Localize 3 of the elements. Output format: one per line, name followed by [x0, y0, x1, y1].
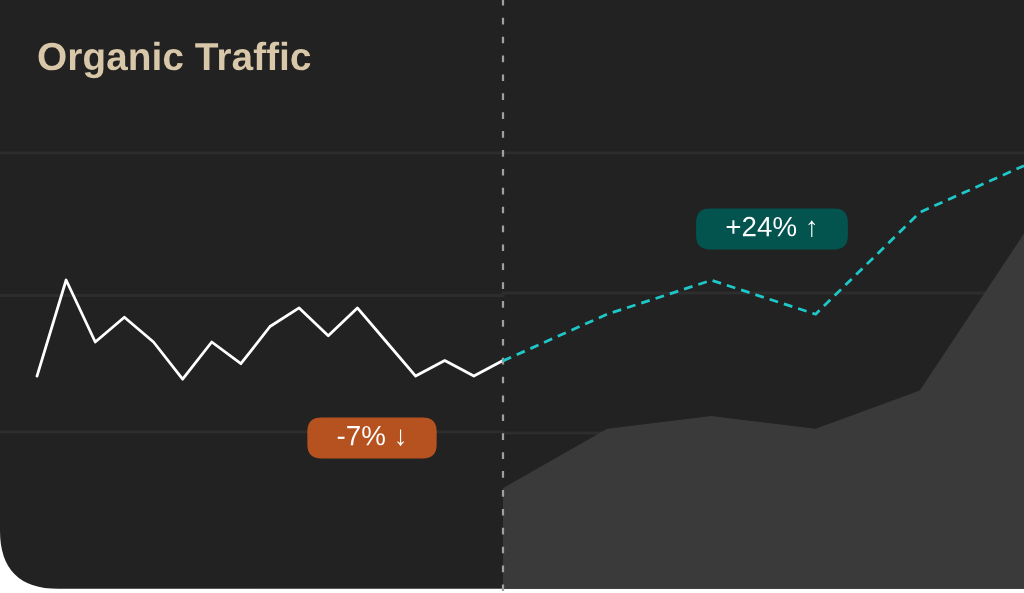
annotation: +24% ↑ — [726, 216, 816, 238]
annotation: -7% ↓ — [337, 425, 404, 447]
chart-title: Organic Traffic — [38, 41, 311, 79]
